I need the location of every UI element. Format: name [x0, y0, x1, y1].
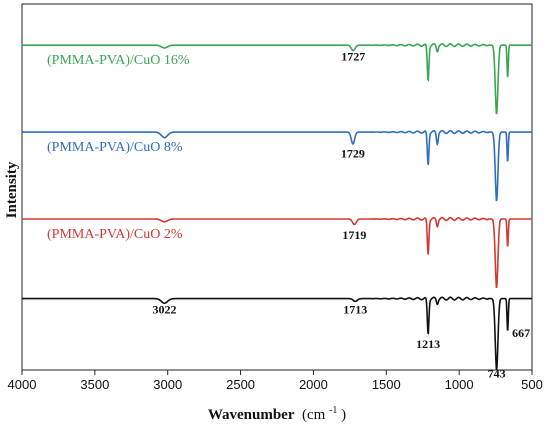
annotation-layer: 1727 1729 1719 3022 1713 1213 743 667 — [153, 50, 531, 381]
series-label: (PMMA-PVA)/CuO 8% — [47, 140, 183, 155]
peak-label: 1727 — [341, 50, 365, 64]
x-axis-title: Wavenumber (cm -1 ) — [208, 401, 346, 423]
x-axis-title-main: Wavenumber — [208, 407, 295, 423]
x-tick-label: 3000 — [153, 377, 182, 392]
x-tick-label: 4000 — [8, 377, 37, 392]
series-label: (PMMA-PVA)/CuO 2% — [47, 227, 183, 242]
x-axis-title-unit: (cm — [302, 407, 326, 423]
x-axis-title-unit-sup: -1 — [329, 405, 337, 416]
peak-label: 3022 — [153, 302, 177, 316]
x-axis-ticks: 4000 3500 3000 2500 2000 1500 1000 500 — [8, 370, 543, 392]
peak-label: 1719 — [342, 228, 366, 242]
peak-label: 1213 — [416, 337, 440, 351]
y-axis-title: Intensity — [4, 161, 20, 218]
series-line — [22, 216, 532, 288]
x-tick-label: 1500 — [372, 377, 401, 392]
x-tick-label: 2000 — [299, 377, 328, 392]
x-tick-label: 2500 — [226, 377, 255, 392]
peak-label: 667 — [512, 326, 530, 340]
series-line — [22, 129, 532, 202]
x-axis-title-unit-close: ) — [341, 407, 346, 423]
series-label: (PMMA-PVA)/CuO 16% — [47, 53, 190, 68]
peak-label: 1729 — [341, 147, 365, 161]
series-line — [22, 296, 532, 371]
x-tick-label: 500 — [521, 377, 543, 392]
series-line — [22, 43, 532, 115]
x-tick-label: 1000 — [445, 377, 474, 392]
peak-label: 1713 — [343, 302, 367, 316]
peak-label: 743 — [488, 366, 506, 380]
plot-area — [21, 3, 533, 371]
x-tick-label: 3500 — [80, 377, 109, 392]
series-layer: (PMMA-PVA)/CuO 16% (PMMA-PVA)/CuO 8% (PMMA… — [22, 43, 532, 371]
